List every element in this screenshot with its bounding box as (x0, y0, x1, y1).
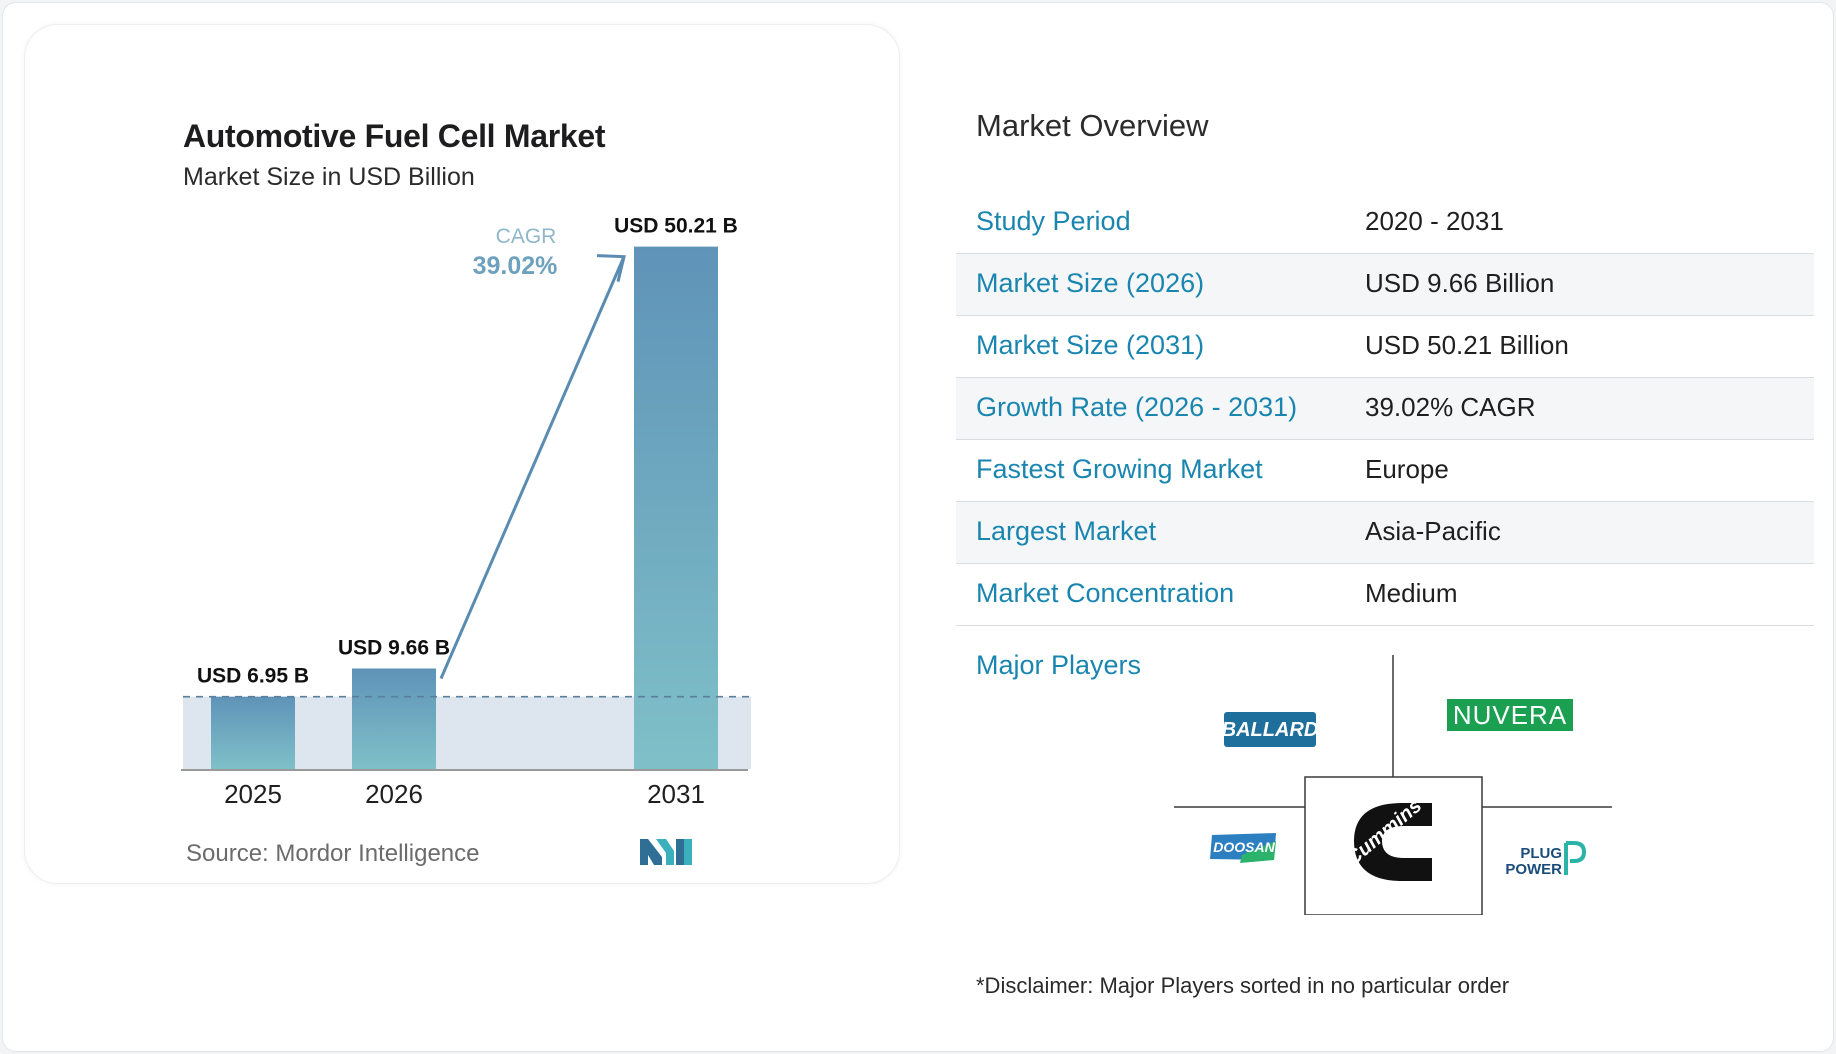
bar-2026 (352, 668, 436, 769)
cagr-label: CAGR (496, 225, 557, 248)
x-tick-label-2031: 2031 (647, 779, 705, 809)
nuvera-logo-text: NUVERA (1453, 700, 1567, 730)
row-label: Market Size (2026) (976, 268, 1205, 298)
row-label: Market Concentration (976, 578, 1235, 608)
ballard-logo: BALLARD (1222, 712, 1319, 747)
overview-row-market-size-2031: Market Size (2031) USD 50.21 Billion (956, 316, 1814, 378)
overview-row-study-period: Study Period 2020 - 2031 (956, 192, 1814, 254)
x-tick-label-2025: 2025 (224, 779, 282, 809)
data-label-2031: USD 50.21 B (614, 215, 738, 238)
row-value: 2020 - 2031 (1365, 206, 1504, 236)
plug-power-mark-icon (1564, 841, 1587, 875)
overview-row-largest-market: Largest Market Asia-Pacific (956, 502, 1814, 564)
bar-2025 (211, 696, 295, 769)
cagr-arrow-head (596, 254, 626, 282)
disclaimer: *Disclaimer: Major Players sorted in no … (976, 973, 1510, 998)
power-logo-text: POWER (1505, 861, 1562, 878)
cummins-logo-frame (1304, 776, 1483, 915)
row-value: Medium (1365, 578, 1458, 608)
bar-2031 (634, 246, 718, 770)
cagr-arrow-line (439, 256, 626, 680)
row-label: Largest Market (976, 516, 1157, 546)
x-tick-label-2026: 2026 (365, 779, 423, 809)
data-label-2025: USD 6.95 B (197, 665, 309, 688)
ballard-logo-text: BALLARD (1222, 719, 1319, 741)
mordor-intelligence-logo (640, 839, 692, 865)
row-label: Fastest Growing Market (976, 454, 1263, 484)
plug-logo-text: PLUG (1520, 845, 1562, 862)
overview-row-growth-rate: Growth Rate (2026 - 2031) 39.02% CAGR (956, 378, 1814, 440)
nuvera-logo: NUVERA (1447, 699, 1573, 731)
source-note: Source: Mordor Intelligence (186, 840, 480, 867)
major-players-logos: BALLARD NUVERA DOOSAN Cummins PLUG POWER (1174, 655, 1612, 915)
chart-subtitle: Market Size in USD Billion (183, 163, 475, 191)
overview-table: Study Period 2020 - 2031 Market Size (20… (956, 192, 1814, 626)
overview-row-concentration: Market Concentration Medium (956, 564, 1814, 626)
doosan-logo-text: DOOSAN (1213, 839, 1275, 855)
row-label: Growth Rate (2026 - 2031) (976, 392, 1298, 422)
overview-row-market-size-2026: Market Size (2026) USD 9.66 Billion (956, 254, 1814, 316)
doosan-logo: DOOSAN (1210, 833, 1276, 863)
row-value: Asia-Pacific (1365, 516, 1501, 546)
row-value: Europe (1365, 454, 1449, 484)
bar-chart: USD 6.95 B USD 9.66 B USD 50.21 B 2025 2026 2… (181, 215, 751, 809)
row-value: 39.02% CAGR (1365, 392, 1536, 422)
row-label: Market Size (2031) (976, 330, 1205, 360)
chart-title: Automotive Fuel Cell Market (183, 118, 606, 154)
cagr-value: 39.02% (473, 252, 558, 280)
overview-title: Market Overview (976, 108, 1209, 143)
major-players-label: Major Players (976, 650, 1142, 680)
overview-row-fastest-growing: Fastest Growing Market Europe (956, 440, 1814, 502)
data-label-2026: USD 9.66 B (338, 636, 450, 659)
row-label: Study Period (976, 206, 1131, 236)
row-value: USD 50.21 Billion (1365, 330, 1569, 360)
plug-power-logo: PLUG POWER (1505, 841, 1587, 878)
row-value: USD 9.66 Billion (1365, 268, 1555, 298)
